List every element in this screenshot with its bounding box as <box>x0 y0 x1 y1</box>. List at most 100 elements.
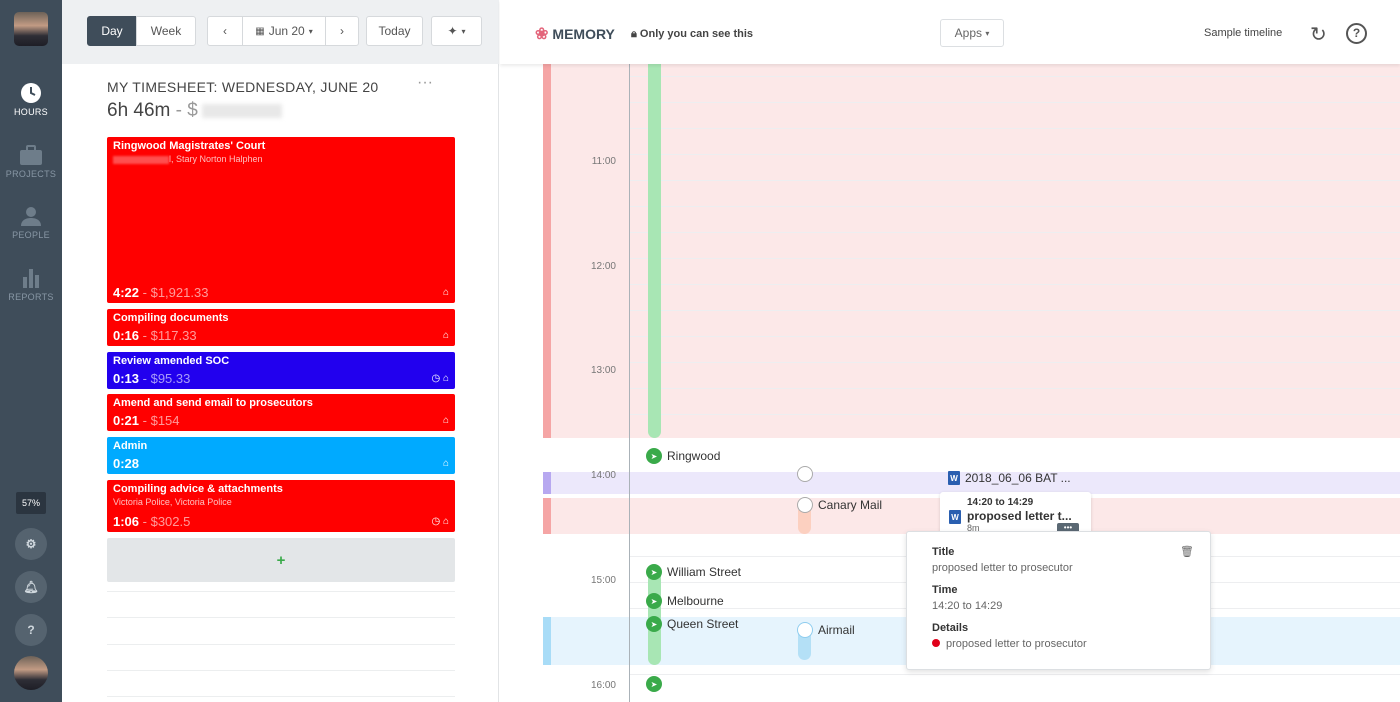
next-day-button[interactable]: › <box>325 16 359 46</box>
nav-hours-label: HOURS <box>13 107 48 117</box>
gridline <box>630 76 1400 77</box>
nav-hours[interactable]: HOURS <box>0 82 62 117</box>
location-track <box>648 64 661 438</box>
timeline-block-purple <box>550 472 1400 494</box>
time-entry[interactable]: Compiling documents 0:16 - $117.33 ⌂ <box>107 309 455 346</box>
location-queen-street[interactable]: ➤ Queen Street <box>646 616 738 632</box>
entry-title: Ringwood Magistrates' Court <box>113 140 266 152</box>
entry-duration: 1:06 - $302.5 <box>113 514 191 529</box>
location-arrow-icon: ➤ <box>646 616 662 632</box>
tag-icon[interactable]: ⌂ <box>442 458 449 469</box>
settings-button[interactable]: ⚙ <box>15 528 47 560</box>
nav-people[interactable]: PEOPLE <box>0 205 62 240</box>
notifications-button[interactable]: 🔔︎ <box>15 571 47 603</box>
help-icon[interactable]: ? <box>1346 23 1367 44</box>
timesheet-title: MY TIMESHEET: WEDNESDAY, JUNE 20 <box>107 79 379 95</box>
location-ringwood[interactable]: ➤ Ringwood <box>646 448 720 464</box>
briefcase-icon <box>20 145 42 165</box>
app-label: Airmail <box>818 623 855 637</box>
check-tag-icons[interactable]: ◷ ⌂ <box>431 516 449 527</box>
airmail-icon <box>797 622 813 638</box>
bell-icon: 🔔︎ <box>23 580 39 594</box>
doc-entry[interactable]: W 2018_06_06 BAT ... <box>948 471 1071 485</box>
day-button[interactable]: Day <box>87 16 137 46</box>
card-time: 14:20 to 14:29 <box>967 497 1034 508</box>
app-label: Canary Mail <box>818 498 883 512</box>
chevron-left-icon: ‹ <box>223 24 227 38</box>
time-entry[interactable]: Ringwood Magistrates' Court l, Stary Nor… <box>107 137 455 303</box>
refresh-icon[interactable]: ↻ <box>1310 24 1327 46</box>
memory-title: ❀ MEMORY <box>535 24 615 44</box>
gridline <box>630 258 1400 259</box>
app-canary-mail[interactable]: Canary Mail <box>797 497 882 513</box>
entry-client: Victoria Police, Victoria Police <box>113 497 232 507</box>
percent-badge: 57% <box>16 492 46 514</box>
hour-label: 16:00 <box>590 680 616 691</box>
avatar[interactable] <box>14 12 48 46</box>
date-picker[interactable]: ▦ Jun 20 ▾ <box>242 16 326 46</box>
location-william-street[interactable]: ➤ William Street <box>646 564 741 580</box>
tag-icon[interactable]: ⌂ <box>442 415 449 426</box>
hour-label: 11:00 <box>591 156 616 167</box>
check-tag-icons[interactable]: ◷ ⌂ <box>431 373 449 384</box>
gridline <box>630 388 1400 389</box>
card-duration: 8m <box>967 523 980 533</box>
calendar-icon: ▦ <box>255 25 265 37</box>
add-entry-button[interactable]: + <box>107 538 455 582</box>
gridline <box>630 284 1400 285</box>
location-label: Queen Street <box>667 617 739 631</box>
tag-icon[interactable]: ⌂ <box>442 330 449 341</box>
brain-icon: ❀ <box>535 26 549 43</box>
app-icon[interactable] <box>797 466 813 482</box>
timeline-bar-purple <box>543 472 551 494</box>
location-label: Ringwood <box>667 449 721 463</box>
timeline-bar-red-2 <box>543 498 551 534</box>
week-button[interactable]: Week <box>136 16 196 46</box>
time-axis <box>629 64 630 702</box>
caret-down-icon: ▾ <box>308 26 313 36</box>
location-marker[interactable]: ➤ <box>646 676 662 692</box>
timeline-block-red <box>550 64 1400 438</box>
time-entry[interactable]: Review amended SOC 0:13 - $95.33 ◷ ⌂ <box>107 352 455 389</box>
sample-timeline-link[interactable]: Sample timeline <box>1204 27 1283 39</box>
location-label: Melbourne <box>667 594 724 608</box>
time-entry[interactable]: Admin 0:28 ⌂ <box>107 437 455 474</box>
entry-duration: 0:13 - $95.33 <box>113 371 191 386</box>
app-airmail[interactable]: Airmail <box>797 622 855 638</box>
help-button[interactable]: ? <box>15 614 47 646</box>
timeline-bar-blue <box>543 617 551 665</box>
nav-projects[interactable]: PROJECTS <box>0 144 62 179</box>
nav-reports[interactable]: REPORTS <box>0 267 62 302</box>
today-button[interactable]: Today <box>366 16 423 46</box>
apps-label: Apps <box>954 26 982 40</box>
entry-title: Amend and send email to prosecutors <box>113 397 313 409</box>
entry-title: Review amended SOC <box>113 355 230 367</box>
timesheet-menu-button[interactable]: ··· <box>417 74 433 91</box>
timesheet-total: 6h 46m - $ <box>107 100 282 122</box>
gridline <box>630 674 1400 675</box>
nav-reports-label: REPORTS <box>8 292 54 302</box>
selected-doc-card[interactable]: 14:20 to 14:29 W proposed letter t... 8m… <box>940 492 1091 535</box>
person-icon <box>21 207 41 226</box>
entry-duration: 0:28 <box>113 456 140 471</box>
trash-icon[interactable]: 🗑︎ <box>1180 546 1194 558</box>
apps-dropdown[interactable]: Apps ▾ <box>940 19 1004 47</box>
gridline <box>630 362 1400 363</box>
entry-title: Compiling documents <box>113 312 229 324</box>
location-arrow-icon: ➤ <box>646 448 662 464</box>
title-label: Title <box>932 546 955 558</box>
privacy-note: 🔒︎ Only you can see this <box>631 28 754 40</box>
prev-day-button[interactable]: ‹ <box>207 16 243 46</box>
memory-header <box>500 0 1400 64</box>
location-arrow-icon: ➤ <box>646 676 662 692</box>
gridline <box>630 414 1400 415</box>
time-entry[interactable]: Amend and send email to prosecutors 0:21… <box>107 394 455 431</box>
help-label: ? <box>27 623 35 637</box>
user-avatar[interactable] <box>14 656 48 690</box>
location-melbourne[interactable]: ➤ Melbourne <box>646 593 724 609</box>
tag-icon[interactable]: ⌂ <box>442 287 449 298</box>
magic-wand-button[interactable]: ✦ ▾ <box>431 16 482 46</box>
caret-down-icon: ▾ <box>985 28 990 38</box>
gridline <box>630 154 1400 155</box>
time-entry[interactable]: Compiling advice & attachments Victoria … <box>107 480 455 532</box>
